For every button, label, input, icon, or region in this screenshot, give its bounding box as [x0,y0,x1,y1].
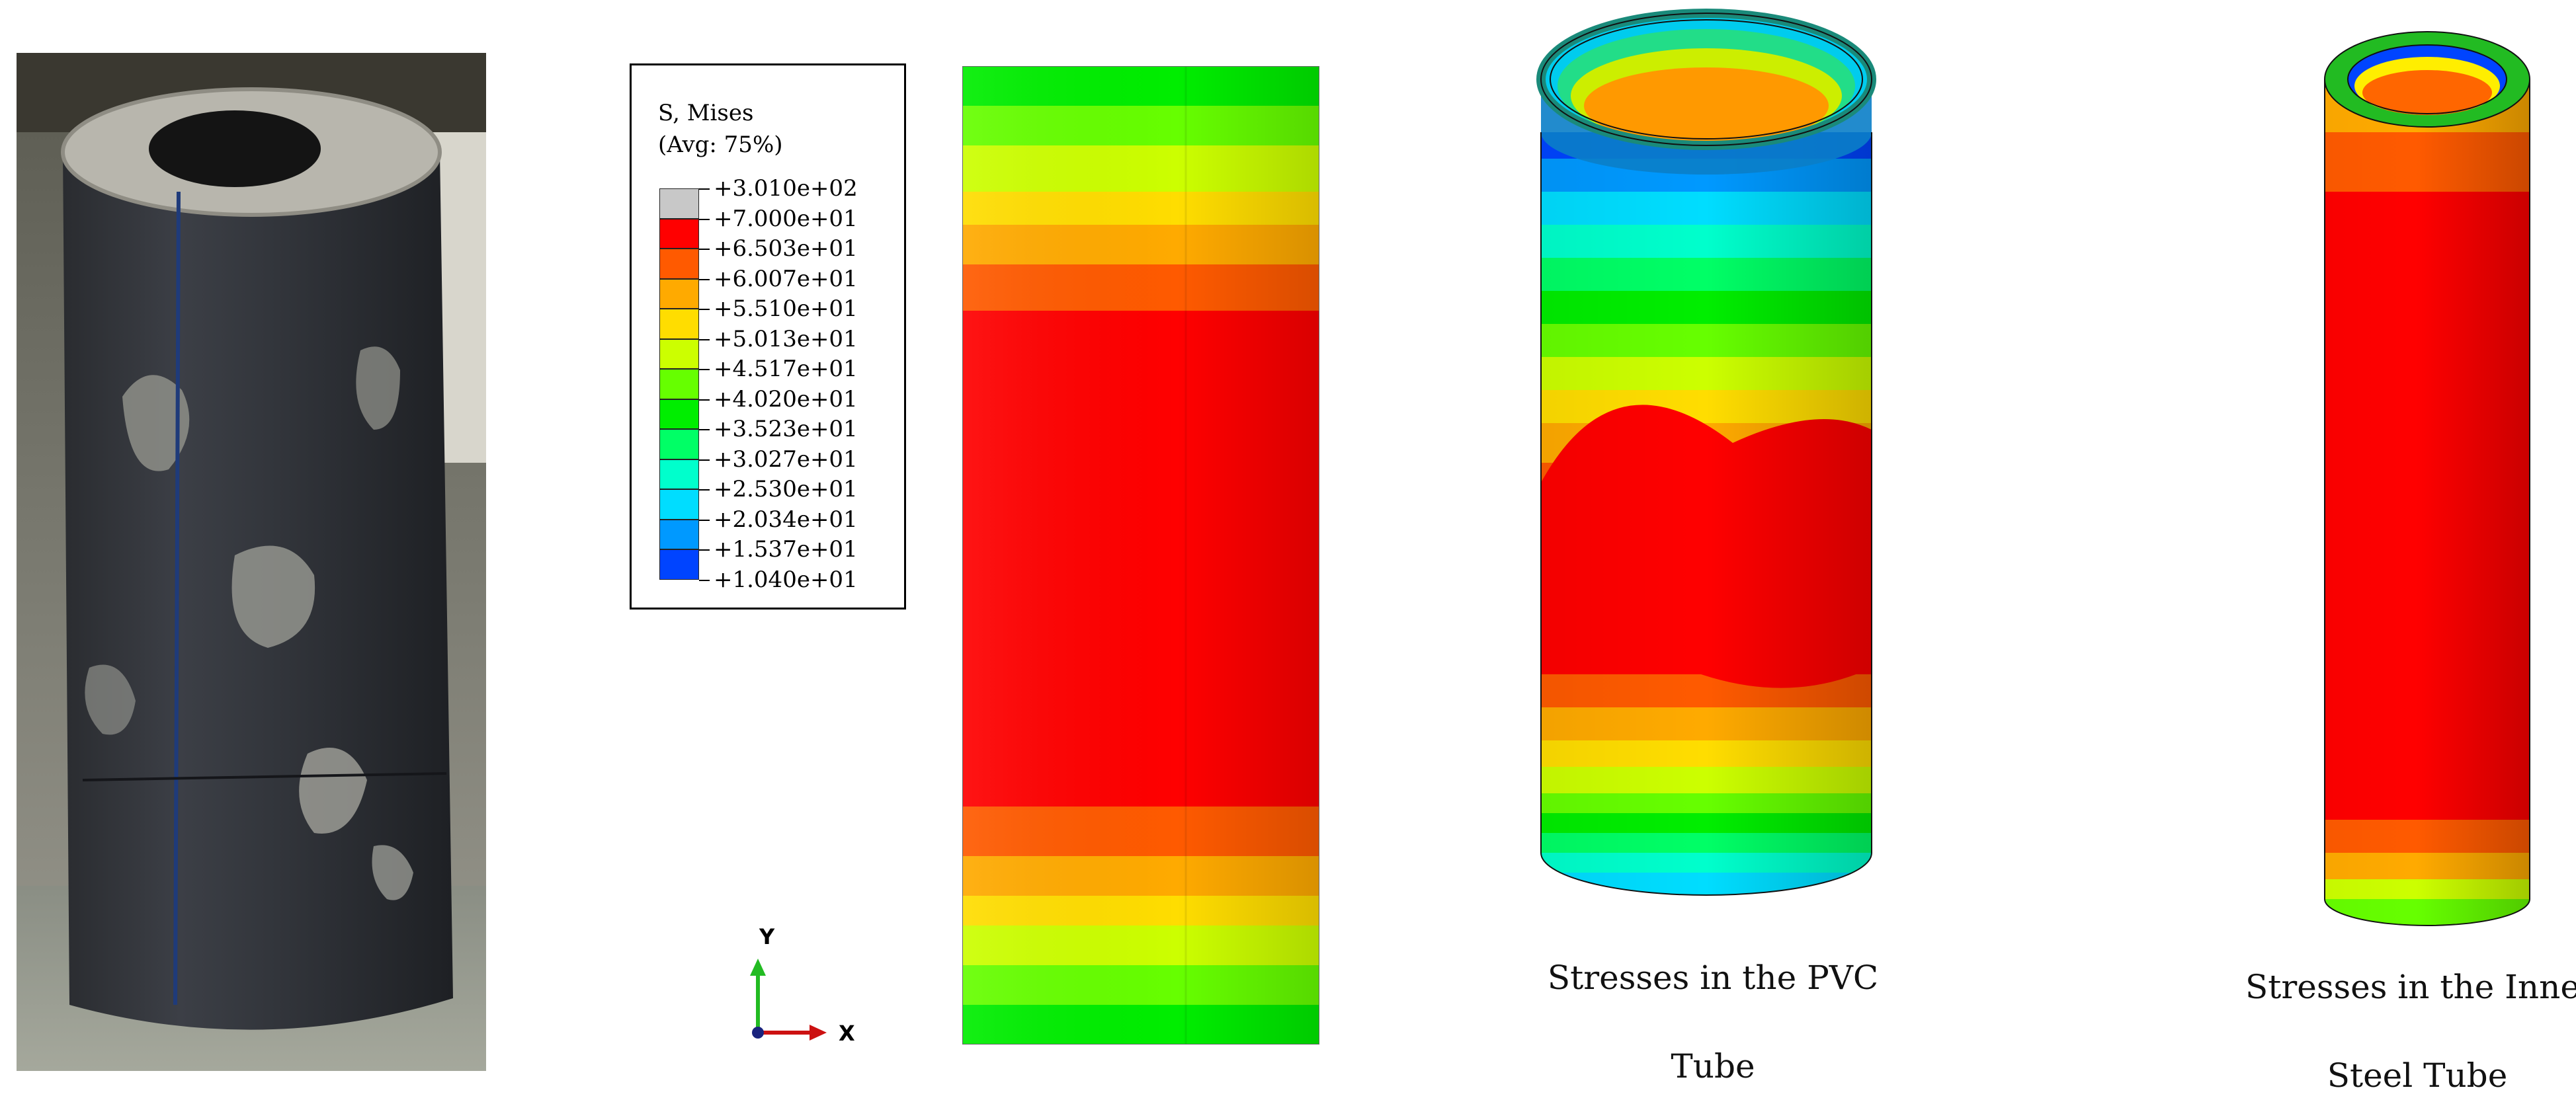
legend-swatch [659,218,699,249]
x-axis-arrowhead [810,1025,827,1041]
steel-tube-contour-view [2318,26,2536,939]
legend-tick [699,519,710,521]
legend-swatch [659,399,699,429]
legend-swatch [659,338,699,369]
legend-level-label: +2.530e+01 [714,476,858,502]
legend-swatch [659,188,699,219]
legend-level-label: +3.027e+01 [714,446,858,473]
stress-legend: S, Mises (Avg: 75%) +3.010e+02 +7.000e+01… [630,63,906,610]
pvc-caption-line1: Stresses in the PVC [1547,959,1879,997]
legend-tick [699,489,710,491]
legend-level-label: +5.510e+01 [714,296,858,322]
legend-swatch [659,549,699,580]
pvc-tube-contour-view [1534,7,1878,945]
legend-tick [699,309,710,310]
legend-tick [699,399,710,401]
legend-swatch [659,369,699,399]
specimen-photo [17,53,486,1071]
steel-caption-line1: Stresses in the Inner [2245,968,2576,1006]
legend-level-label: +3.010e+02 [714,175,858,202]
triad-origin [752,1027,764,1039]
legend-level-label: +3.523e+01 [714,416,858,442]
legend-level-label: +6.503e+01 [714,235,858,262]
legend-swatch [659,249,699,279]
legend-swatch [659,519,699,549]
steel-caption-line2: Steel Tube [2327,1056,2508,1095]
legend-level-label: +1.040e+01 [714,566,858,593]
y-axis-arrowhead [750,959,766,976]
legend-level-label: +6.007e+01 [714,265,858,292]
legend-tick [699,218,710,220]
legend-level-label: +1.537e+01 [714,536,858,563]
legend-level-label: +5.013e+01 [714,325,858,352]
legend-level-label: +4.020e+01 [714,385,858,413]
pvc-caption-line2: Tube [1671,1047,1755,1085]
y-axis-label: Y [759,924,775,949]
legend-swatch [659,278,699,309]
pvc-contour-band [1534,896,1878,945]
legend-tick [699,429,710,430]
legend-swatch [659,459,699,489]
legend-tick [699,549,710,551]
legend-title: S, Mises [658,100,754,126]
coordinate-triad: Y X [734,919,880,1051]
legend-tick [699,249,710,250]
legend-swatch [659,309,699,339]
legend-tick [699,338,710,340]
legend-tick [699,369,710,370]
legend-level-label: +4.517e+01 [714,356,858,382]
legend-swatch [659,429,699,459]
legend-tick [699,188,710,190]
legend-level-label: +7.000e+01 [714,205,858,232]
legend-tick [699,278,710,280]
core-stress-contour-view [962,65,1320,1045]
legend-level-label: +2.034e+01 [714,506,858,533]
legend-tick [699,579,710,581]
legend-tick [699,459,710,461]
legend-subtitle: (Avg: 75%) [658,132,783,158]
legend-swatch [659,489,699,520]
x-axis-label: X [839,1021,855,1046]
